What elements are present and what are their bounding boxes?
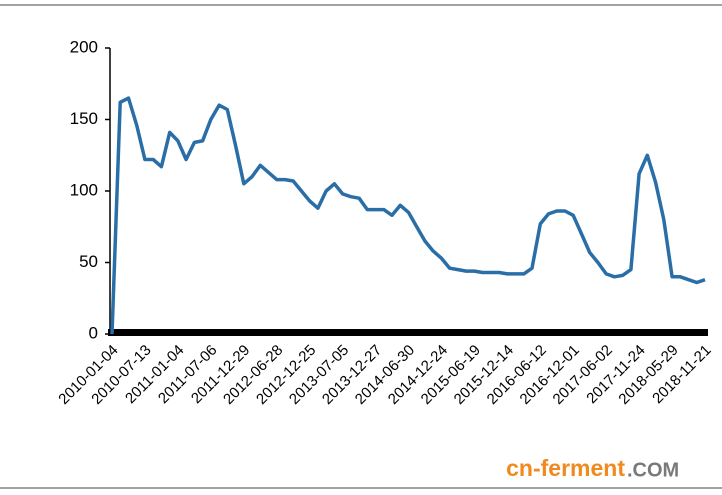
y-tick-label: 150 (70, 109, 98, 128)
x-axis (108, 329, 708, 336)
y-tick-label: 200 (70, 37, 98, 56)
watermark: .COM (627, 459, 679, 481)
y-tick-label: 100 (70, 180, 98, 199)
y-tick-label: 50 (79, 252, 98, 271)
watermark: cn-ferment (506, 455, 625, 481)
y-tick-label: 0 (89, 323, 98, 342)
line (110, 96, 706, 335)
